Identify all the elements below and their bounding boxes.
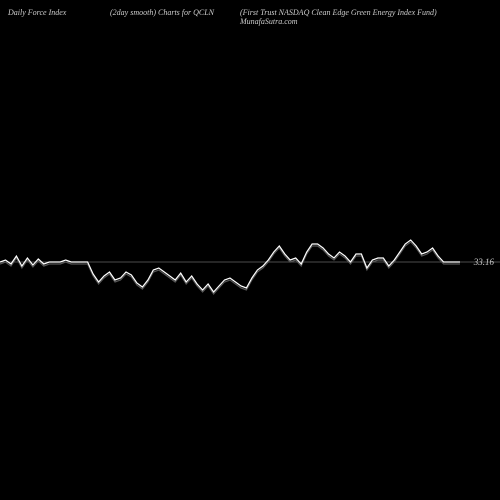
force-index-chart (0, 0, 500, 500)
current-value-label: 33.16 (474, 257, 494, 267)
series-shadow (0, 242, 460, 294)
